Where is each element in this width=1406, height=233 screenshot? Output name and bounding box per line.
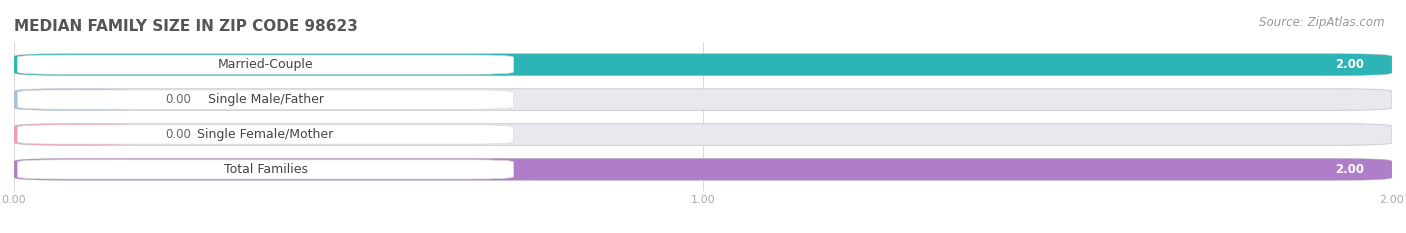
FancyBboxPatch shape xyxy=(14,89,1392,110)
FancyBboxPatch shape xyxy=(17,125,513,144)
FancyBboxPatch shape xyxy=(14,54,1392,75)
FancyBboxPatch shape xyxy=(17,160,513,179)
Text: Source: ZipAtlas.com: Source: ZipAtlas.com xyxy=(1260,16,1385,29)
FancyBboxPatch shape xyxy=(14,159,1392,180)
FancyBboxPatch shape xyxy=(14,124,1392,145)
FancyBboxPatch shape xyxy=(14,124,138,145)
FancyBboxPatch shape xyxy=(14,89,138,110)
FancyBboxPatch shape xyxy=(17,55,513,74)
FancyBboxPatch shape xyxy=(14,54,1392,75)
FancyBboxPatch shape xyxy=(17,90,513,109)
Text: 0.00: 0.00 xyxy=(166,128,191,141)
Text: 0.00: 0.00 xyxy=(166,93,191,106)
Text: Total Families: Total Families xyxy=(224,163,308,176)
Text: 2.00: 2.00 xyxy=(1336,163,1364,176)
Text: Single Female/Mother: Single Female/Mother xyxy=(197,128,333,141)
Text: MEDIAN FAMILY SIZE IN ZIP CODE 98623: MEDIAN FAMILY SIZE IN ZIP CODE 98623 xyxy=(14,19,359,34)
Text: Single Male/Father: Single Male/Father xyxy=(208,93,323,106)
Text: 2.00: 2.00 xyxy=(1336,58,1364,71)
FancyBboxPatch shape xyxy=(14,159,1392,180)
Text: Married-Couple: Married-Couple xyxy=(218,58,314,71)
